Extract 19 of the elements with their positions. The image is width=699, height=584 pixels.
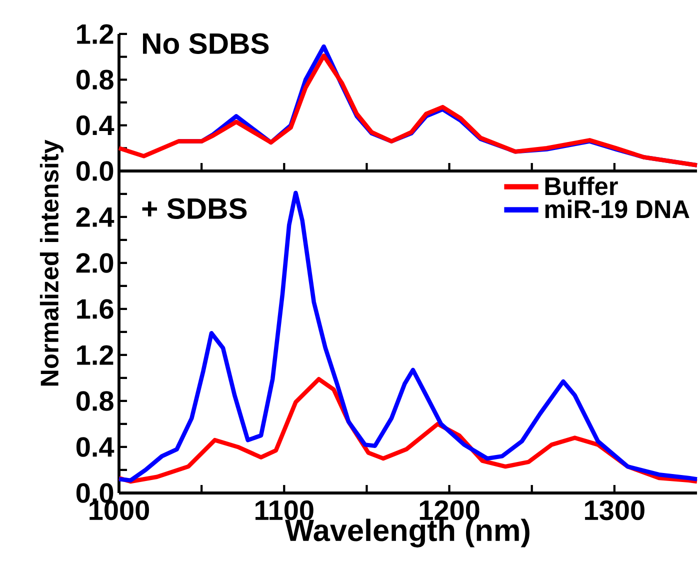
y-tick-label: 1.2 [77,345,114,365]
y-tick-label: 0.8 [76,70,114,90]
y-tick-label: 2.0 [76,253,114,273]
x-tick-label: 1100 [256,500,314,520]
x-tick-label: 1200 [420,500,480,520]
legend-label: miR-19 DNA [545,200,690,218]
annotation: No SDBS [143,33,269,54]
y-tick-label: 0.4 [76,115,114,136]
y-tick-label: 0.0 [76,161,114,181]
y-tick-label: 1.6 [77,299,114,319]
legend-label: Buffer [545,176,618,196]
x-tick-label: 1300 [585,500,644,520]
annotation: + SDBS [142,198,247,220]
y-tick-label: 2.4 [76,207,114,227]
y-axis-title: Normalized intensity [40,140,64,386]
y-tick-label: 0.8 [76,391,114,411]
y-tick-label: 1.2 [77,24,114,44]
y-tick-label: 0.4 [76,437,114,457]
line-series [116,54,699,168]
